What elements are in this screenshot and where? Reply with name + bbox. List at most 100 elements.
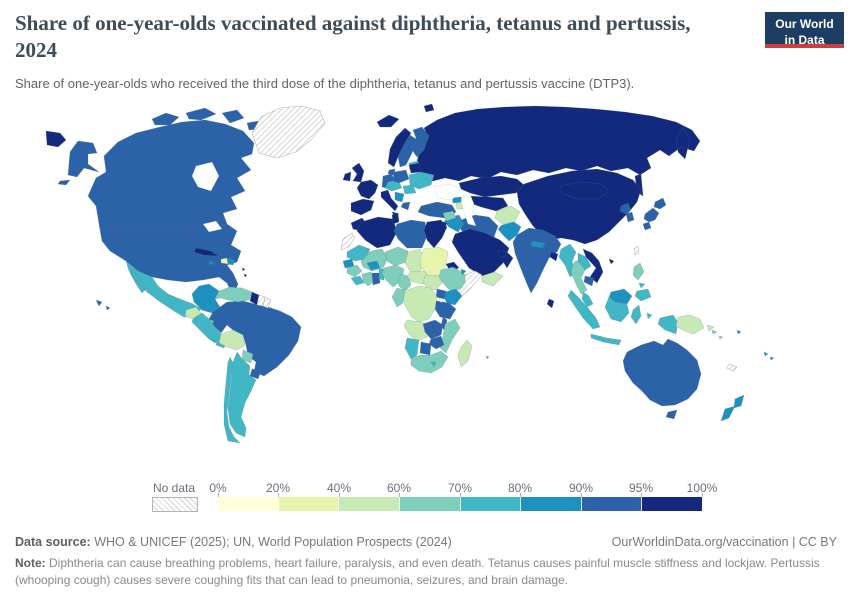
region-mongolia[interactable] <box>559 181 610 200</box>
region-haiti[interactable] <box>220 257 229 265</box>
region-iceland[interactable] <box>376 114 400 128</box>
region-australia[interactable] <box>622 338 702 420</box>
region-india[interactable] <box>512 227 562 294</box>
region-south-sudan[interactable] <box>422 274 444 291</box>
region-pakistan[interactable] <box>497 221 522 242</box>
region-french-guiana[interactable] <box>262 296 272 309</box>
region-uae-qatar[interactable] <box>497 250 508 258</box>
owid-logo[interactable]: Our World in Data <box>765 12 844 48</box>
region-ivory-coast[interactable] <box>361 271 375 287</box>
region-sierra-leone-liberia[interactable] <box>350 275 365 286</box>
region-kazakhstan[interactable] <box>458 175 525 198</box>
region-syria[interactable] <box>442 210 457 222</box>
region-angola[interactable] <box>403 319 430 342</box>
region-finland[interactable] <box>411 126 430 158</box>
region-romania[interactable] <box>402 184 417 195</box>
region-iberia[interactable] <box>350 198 375 216</box>
region-greece[interactable] <box>400 201 411 211</box>
region-sri-lanka[interactable] <box>546 298 555 309</box>
region-south-africa[interactable] <box>410 350 449 374</box>
region-lesotho[interactable] <box>430 361 437 368</box>
region-saudi-arabia[interactable] <box>451 228 510 277</box>
region-cuba[interactable] <box>193 247 219 257</box>
region-norway[interactable] <box>387 127 412 168</box>
legend-bin-95-100[interactable] <box>642 497 702 511</box>
region-laos[interactable] <box>577 252 592 271</box>
legend-bin-20-40[interactable] <box>278 497 340 511</box>
region-chile[interactable] <box>223 356 241 444</box>
region-egypt[interactable] <box>423 219 448 249</box>
region-venezuela[interactable] <box>214 286 253 303</box>
region-north-korea[interactable] <box>619 202 632 215</box>
region-drc[interactable] <box>402 285 438 323</box>
region-bolivia[interactable] <box>218 329 246 351</box>
region-ukraine[interactable] <box>408 171 435 190</box>
region-congo-gabon[interactable] <box>391 287 406 308</box>
region-somalia[interactable] <box>458 270 483 298</box>
region-niger[interactable] <box>384 246 409 267</box>
region-philippines-luzon[interactable] <box>632 262 645 281</box>
region-mali[interactable] <box>360 248 389 272</box>
region-zambia[interactable] <box>422 319 444 340</box>
region-china[interactable] <box>516 168 642 265</box>
region-ghana[interactable] <box>371 272 381 286</box>
region-new-zealand[interactable] <box>720 394 745 422</box>
region-philippines-south[interactable] <box>634 282 652 302</box>
region-dominican-republic[interactable] <box>227 257 236 266</box>
region-mozambique[interactable] <box>439 318 461 354</box>
region-namibia[interactable] <box>404 337 420 360</box>
region-balkans[interactable] <box>394 191 405 203</box>
region-botswana[interactable] <box>419 341 432 356</box>
region-yemen[interactable] <box>481 271 504 287</box>
region-new-caledonia[interactable] <box>726 363 738 372</box>
region-chukotka-west[interactable] <box>45 130 67 148</box>
region-tanzania[interactable] <box>434 300 457 320</box>
region-colombia[interactable] <box>191 283 221 314</box>
region-jamaica[interactable] <box>208 260 216 266</box>
region-libya[interactable] <box>393 219 428 249</box>
region-guinea[interactable] <box>346 264 363 278</box>
region-indonesia[interactable] <box>567 289 679 346</box>
owid-link[interactable]: OurWorldinData.org/vaccination | CC BY <box>611 535 837 549</box>
region-bangladesh[interactable] <box>549 251 559 262</box>
region-djibouti[interactable] <box>460 268 467 276</box>
region-tunisia[interactable] <box>391 212 400 225</box>
region-caribbean-islands[interactable] <box>241 267 248 278</box>
legend-no-data-swatch[interactable] <box>152 497 198 512</box>
legend-bin-60-70[interactable] <box>399 497 461 511</box>
region-uruguay[interactable] <box>249 368 262 380</box>
region-burkina-faso[interactable] <box>366 260 381 271</box>
region-cambodia[interactable] <box>583 275 595 287</box>
region-central-asia[interactable] <box>469 195 509 212</box>
region-paraguay[interactable] <box>241 349 254 364</box>
legend-bin-0-20[interactable] <box>218 497 279 511</box>
region-belarus[interactable] <box>408 162 422 174</box>
region-france[interactable] <box>356 179 379 200</box>
region-zimbabwe[interactable] <box>428 335 445 350</box>
region-taiwan[interactable] <box>633 245 640 256</box>
region-malaysia[interactable] <box>581 291 594 308</box>
region-vietnam[interactable] <box>582 248 604 284</box>
legend-bin-80-90[interactable] <box>521 497 582 511</box>
region-uk[interactable] <box>351 162 365 183</box>
region-brazil[interactable] <box>208 300 302 377</box>
legend-bin-90-95[interactable] <box>581 497 643 511</box>
region-madagascar[interactable] <box>457 339 473 368</box>
region-nepal[interactable] <box>530 240 546 249</box>
region-greenland[interactable] <box>251 105 326 159</box>
legend-bin-70-80[interactable] <box>460 497 522 511</box>
region-pacific-islands[interactable] <box>736 329 775 361</box>
region-solomon-vanuatu[interactable] <box>711 329 724 340</box>
region-alaska[interactable] <box>57 140 100 186</box>
region-ecuador[interactable] <box>184 306 202 320</box>
region-mauritius[interactable] <box>485 355 490 360</box>
legend-bin-40-60[interactable] <box>339 497 400 511</box>
region-argentina[interactable] <box>227 351 257 438</box>
region-uganda[interactable] <box>435 288 447 300</box>
region-poland[interactable] <box>392 169 410 184</box>
region-algeria[interactable] <box>356 216 398 249</box>
region-ireland[interactable] <box>342 171 352 182</box>
region-papua-new-guinea[interactable] <box>675 314 715 335</box>
region-south-korea[interactable] <box>625 211 635 223</box>
region-japan[interactable] <box>642 197 667 231</box>
